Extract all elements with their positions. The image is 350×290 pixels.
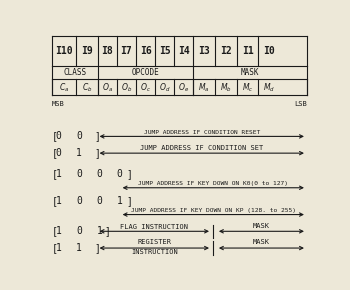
Text: 0: 0 — [76, 131, 82, 142]
Text: 0: 0 — [76, 226, 82, 236]
Text: ]: ] — [94, 131, 100, 142]
Text: ]: ] — [94, 243, 100, 253]
Text: [: [ — [52, 131, 58, 142]
Text: ]: ] — [105, 226, 111, 236]
Text: 1: 1 — [117, 196, 122, 206]
Text: $M_b$: $M_b$ — [220, 81, 232, 94]
Text: 0: 0 — [56, 131, 62, 142]
Text: 0: 0 — [117, 169, 122, 179]
Text: [: [ — [52, 148, 58, 158]
Text: I7: I7 — [121, 46, 132, 56]
Text: I1: I1 — [242, 46, 253, 56]
Text: JUMP ADDRESS IF CONDITION RESET: JUMP ADDRESS IF CONDITION RESET — [144, 130, 260, 135]
Text: 1: 1 — [56, 243, 62, 253]
Text: $C_b$: $C_b$ — [82, 81, 92, 94]
Text: $O_e$: $O_e$ — [178, 81, 189, 94]
Text: ]: ] — [126, 196, 132, 206]
Text: I9: I9 — [81, 46, 93, 56]
Text: I0: I0 — [264, 46, 275, 56]
Text: 1: 1 — [56, 169, 62, 179]
Text: $M_c$: $M_c$ — [242, 81, 253, 94]
Text: [: [ — [52, 196, 58, 206]
Text: INSTRUCTION: INSTRUCTION — [131, 249, 178, 255]
Text: [: [ — [52, 226, 58, 236]
Text: 1: 1 — [76, 243, 82, 253]
Text: I8: I8 — [102, 46, 113, 56]
Text: 0: 0 — [56, 148, 62, 158]
Text: 0: 0 — [76, 169, 82, 179]
Text: MASK: MASK — [253, 223, 270, 229]
Text: REGISTER: REGISTER — [137, 239, 171, 245]
Text: I5: I5 — [159, 46, 170, 56]
Text: 1: 1 — [56, 226, 62, 236]
Text: 0: 0 — [96, 169, 102, 179]
Text: I3: I3 — [198, 46, 210, 56]
Text: JUMP ADDRESS IF KEY DOWN ON KP (128. to 255): JUMP ADDRESS IF KEY DOWN ON KP (128. to … — [131, 208, 296, 213]
Text: 0: 0 — [76, 196, 82, 206]
Text: $M_a$: $M_a$ — [198, 81, 210, 94]
Text: $O_a$: $O_a$ — [102, 81, 113, 94]
Text: ]: ] — [126, 169, 132, 179]
Text: LSB: LSB — [294, 101, 307, 107]
Text: 0: 0 — [96, 196, 102, 206]
Text: 1: 1 — [96, 226, 102, 236]
Text: 1: 1 — [56, 196, 62, 206]
Text: $C_a$: $C_a$ — [59, 81, 69, 94]
Text: FLAG INSTRUCTION: FLAG INSTRUCTION — [120, 224, 188, 230]
Text: $O_d$: $O_d$ — [159, 81, 170, 94]
Text: I10: I10 — [55, 46, 73, 56]
Text: $O_b$: $O_b$ — [121, 81, 132, 94]
Text: MASK: MASK — [253, 239, 270, 245]
Text: ]: ] — [94, 148, 100, 158]
Text: I2: I2 — [220, 46, 232, 56]
Text: MASK: MASK — [241, 68, 259, 77]
Text: JUMP ADDRESS IF CONDITION SET: JUMP ADDRESS IF CONDITION SET — [140, 146, 264, 151]
Text: $M_d$: $M_d$ — [263, 81, 275, 94]
Text: [: [ — [52, 169, 58, 179]
Text: [: [ — [52, 243, 58, 253]
Text: I4: I4 — [178, 46, 190, 56]
Text: CLASS: CLASS — [63, 68, 86, 77]
Text: 1: 1 — [76, 148, 82, 158]
Text: MSB: MSB — [52, 101, 65, 107]
Text: OPCODE: OPCODE — [132, 68, 160, 77]
Text: $O_c$: $O_c$ — [140, 81, 151, 94]
Text: I6: I6 — [140, 46, 152, 56]
Text: JUMP ADDRESS IF KEY DOWN ON K0(0 to 127): JUMP ADDRESS IF KEY DOWN ON K0(0 to 127) — [138, 182, 288, 186]
